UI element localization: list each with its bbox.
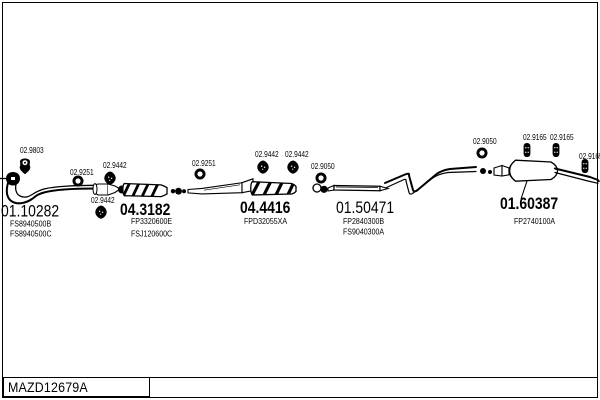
svg-text:02.9442: 02.9442 — [103, 160, 127, 170]
svg-text:02.9050: 02.9050 — [311, 161, 335, 171]
svg-text:01.60387: 01.60387 — [500, 195, 558, 214]
svg-text:02.9251: 02.9251 — [70, 167, 94, 177]
svg-text:FS8940500C: FS8940500C — [10, 229, 52, 239]
svg-text:FP3320600E: FP3320600E — [131, 216, 172, 226]
svg-text:02.9442: 02.9442 — [255, 149, 279, 159]
svg-text:FS9040300A: FS9040300A — [343, 227, 385, 237]
svg-text:04.4416: 04.4416 — [240, 199, 291, 218]
svg-text:02.9803: 02.9803 — [20, 145, 44, 155]
svg-text:02.9050: 02.9050 — [473, 136, 497, 146]
svg-text:FSJ120600C: FSJ120600C — [131, 229, 172, 239]
svg-text:FS8940500B: FS8940500B — [10, 219, 51, 229]
svg-text:02.9165: 02.9165 — [523, 132, 547, 142]
svg-text:FPD32055XA: FPD32055XA — [244, 216, 288, 226]
svg-text:02.9165: 02.9165 — [550, 132, 574, 142]
svg-text:FP2840300B: FP2840300B — [343, 216, 384, 226]
svg-text:01.50471: 01.50471 — [336, 199, 394, 218]
svg-text:02.9442: 02.9442 — [285, 149, 309, 159]
svg-text:02.9442: 02.9442 — [91, 195, 115, 205]
svg-text:02.9251: 02.9251 — [192, 158, 216, 168]
svg-text:FP2740100A: FP2740100A — [514, 216, 556, 226]
svg-text:02.9165: 02.9165 — [579, 151, 600, 161]
